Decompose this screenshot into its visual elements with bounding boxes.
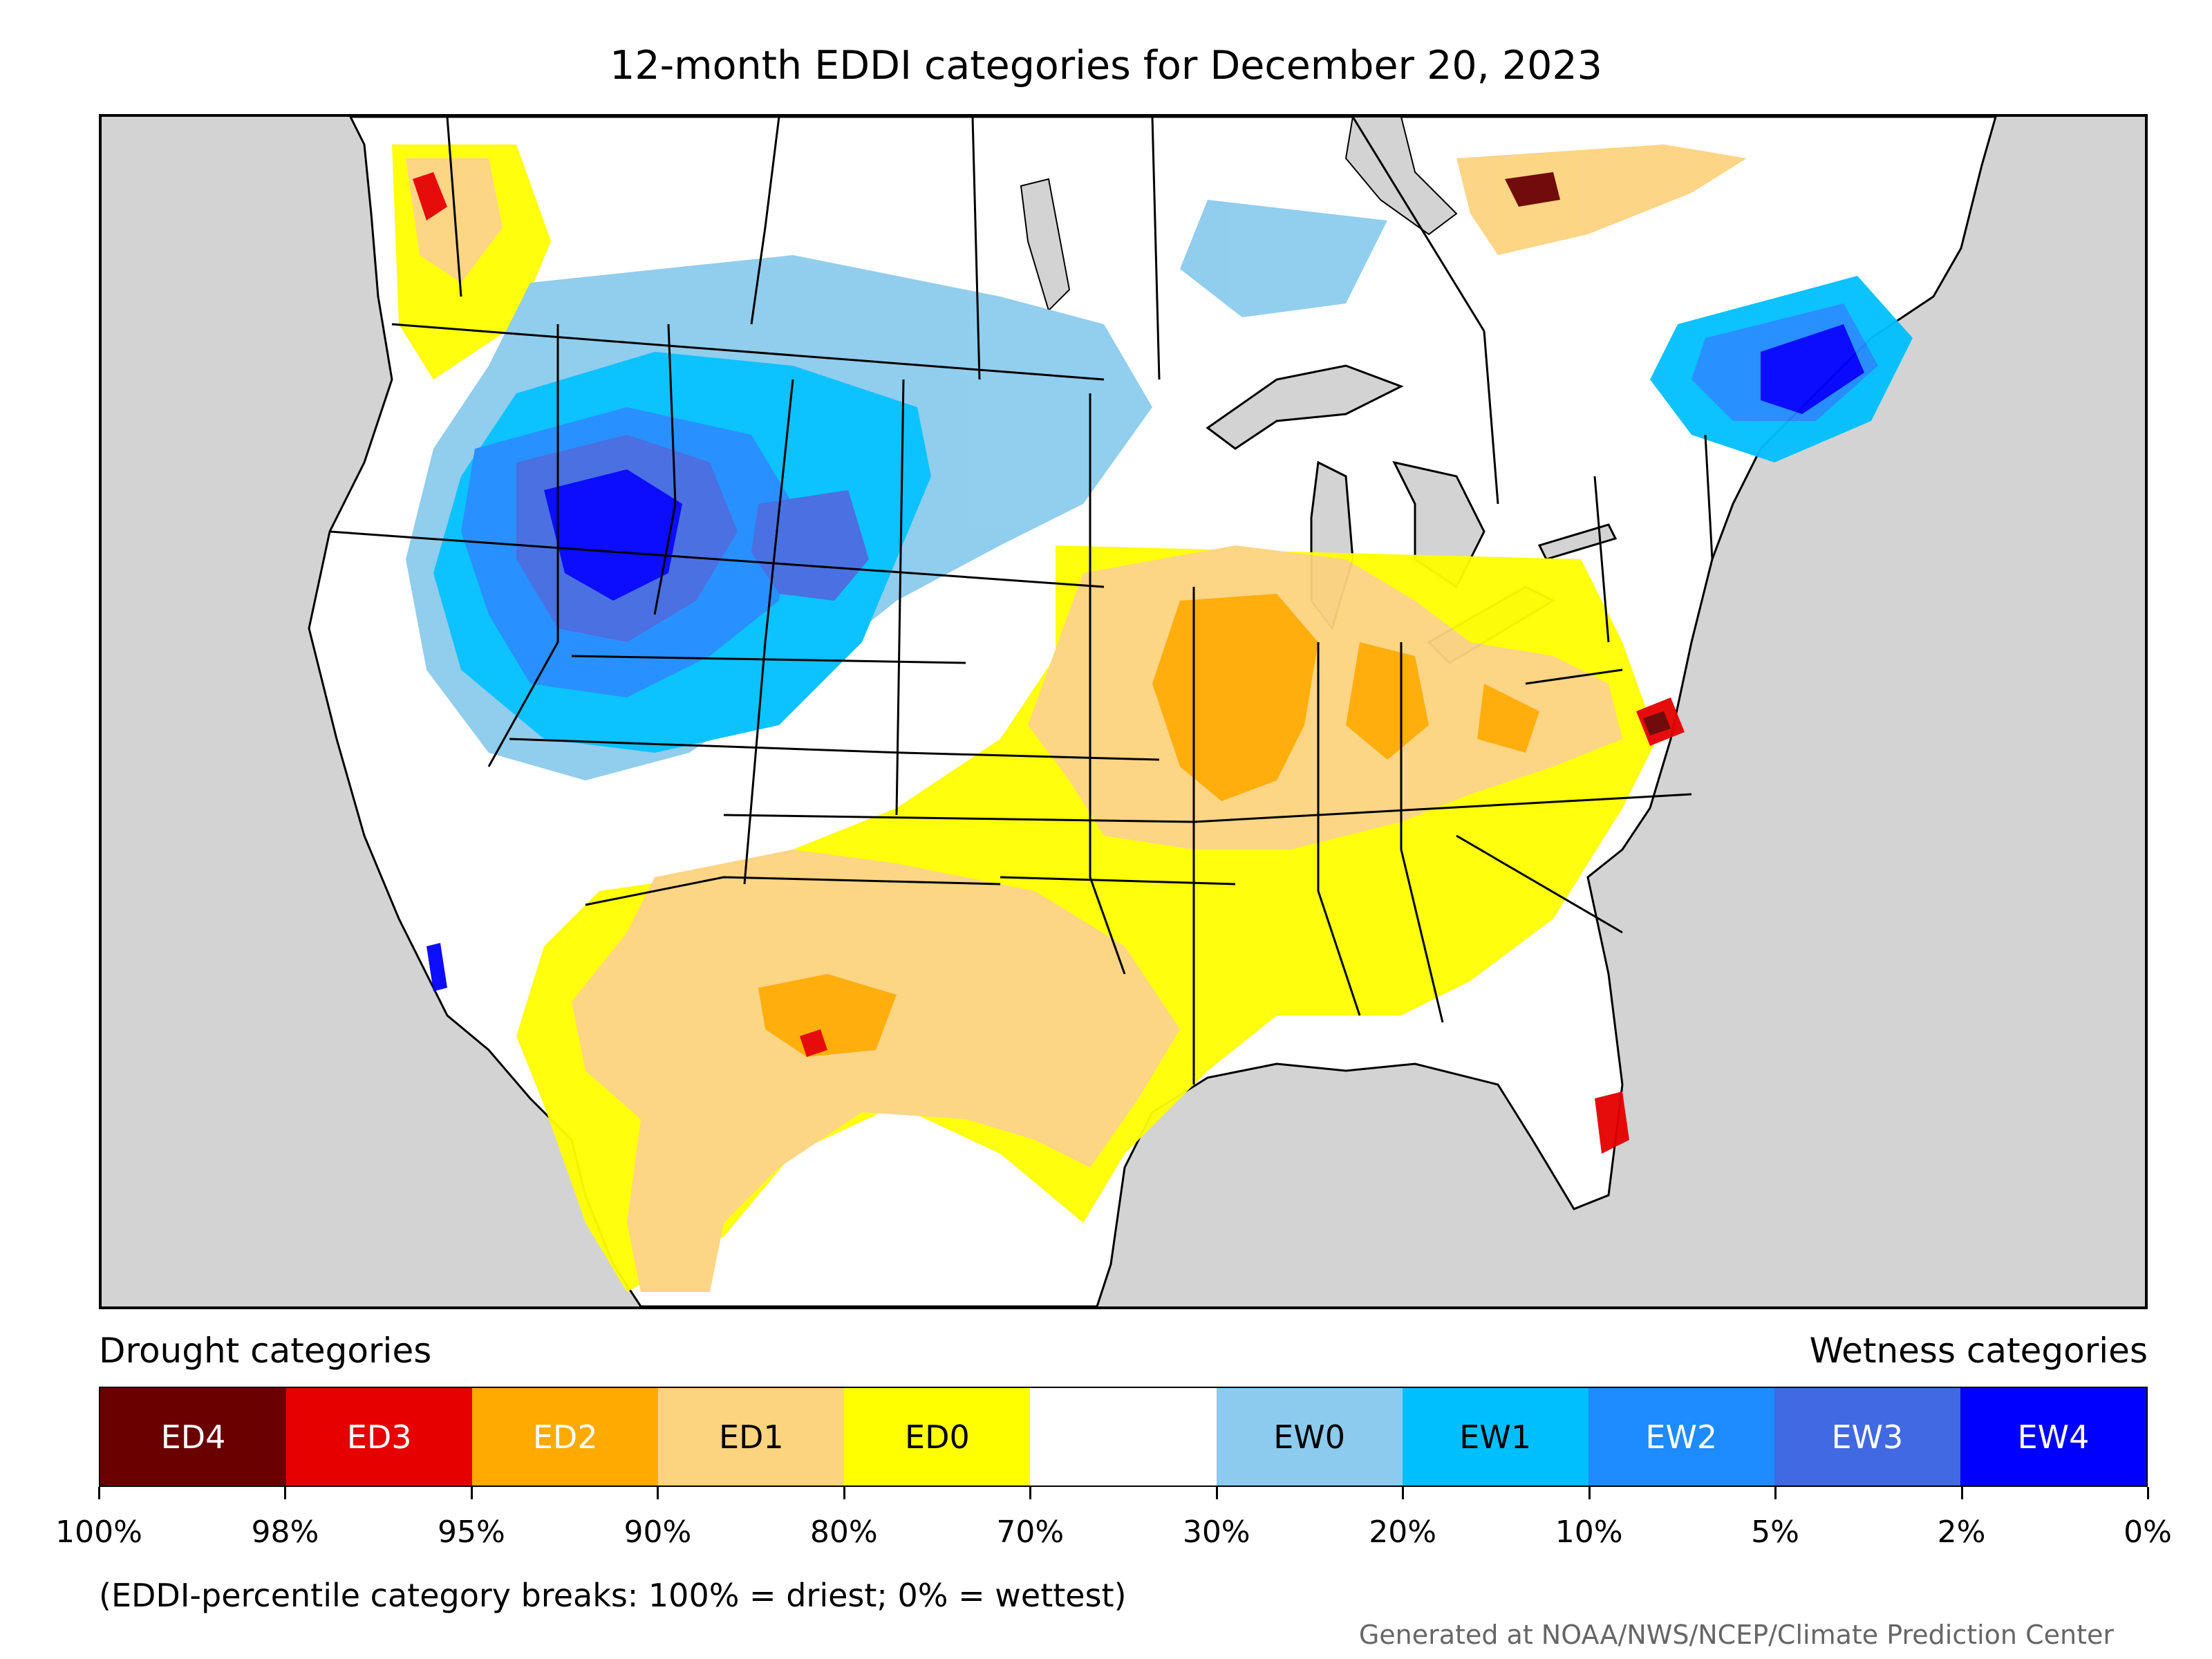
tick-label: 5% bbox=[1751, 1515, 1799, 1550]
legend-segment: EW0 bbox=[1216, 1388, 1403, 1485]
tick-label: 80% bbox=[809, 1515, 878, 1550]
legend-segment: EW4 bbox=[1960, 1388, 2147, 1485]
tick-label: 20% bbox=[1369, 1515, 1437, 1550]
legend-segment: ED1 bbox=[658, 1388, 845, 1485]
category-colorbar: ED4 ED3 ED2 ED1 ED0 EW0 EW1 EW2 EW3 EW4 bbox=[99, 1387, 2148, 1487]
lake-superior bbox=[1206, 364, 1404, 450]
tick-label: 98% bbox=[251, 1515, 319, 1550]
hudson-bay-edge bbox=[1344, 117, 1458, 236]
tick-label: 2% bbox=[1937, 1515, 1986, 1550]
tick-label: 0% bbox=[2124, 1515, 2172, 1550]
colorbar-tick-labels: 100% 98% 95% 90% 80% 70% 30% 20% 10% 5% 2% 0% bbox=[55, 1515, 2172, 1556]
tick-label: 95% bbox=[438, 1515, 505, 1550]
tick-label: 100% bbox=[55, 1515, 142, 1550]
tick-mark bbox=[470, 1487, 473, 1499]
wetness-categories-heading: Wetness categories bbox=[1809, 1331, 2148, 1371]
drought-categories-heading: Drought categories bbox=[99, 1331, 432, 1371]
tick-mark bbox=[843, 1487, 845, 1499]
tick-mark bbox=[2147, 1487, 2149, 1499]
tick-mark bbox=[1960, 1487, 1963, 1499]
tick-mark bbox=[1588, 1487, 1591, 1499]
tick-mark bbox=[657, 1487, 659, 1499]
lake-winnipeg bbox=[1020, 178, 1071, 312]
eddi-map bbox=[99, 114, 2148, 1309]
legend-segment: EW3 bbox=[1774, 1388, 1960, 1485]
lake-ontario bbox=[1537, 523, 1618, 561]
colorbar-ticks bbox=[98, 1487, 2149, 1501]
legend-segment: ED3 bbox=[286, 1388, 473, 1485]
tick-mark bbox=[284, 1487, 287, 1499]
legend-segment: ED0 bbox=[844, 1388, 1031, 1485]
category-breaks-note: (EDDI-percentile category breaks: 100% =… bbox=[99, 1577, 1127, 1614]
tick-mark bbox=[1215, 1487, 1218, 1499]
tick-label: 70% bbox=[996, 1515, 1065, 1550]
legend-segment: EW2 bbox=[1588, 1388, 1774, 1485]
credit-text: Generated at NOAA/NWS/NCEP/Climate Predi… bbox=[1358, 1620, 2114, 1650]
tick-label: 10% bbox=[1555, 1515, 1623, 1550]
legend-segment: ED4 bbox=[100, 1388, 287, 1485]
tick-mark bbox=[1402, 1487, 1405, 1499]
legend-segment bbox=[1030, 1388, 1217, 1485]
tick-label: 30% bbox=[1182, 1515, 1250, 1550]
legend-segment: EW1 bbox=[1402, 1388, 1588, 1485]
tick-mark bbox=[1774, 1487, 1777, 1499]
map-title: 12-month EDDI categories for December 20… bbox=[610, 43, 1602, 88]
tick-mark bbox=[98, 1487, 100, 1499]
tick-mark bbox=[1029, 1487, 1032, 1499]
state-boundaries bbox=[329, 117, 1714, 1085]
tick-label: 90% bbox=[624, 1515, 692, 1550]
legend-segment: ED2 bbox=[472, 1388, 659, 1485]
map-canvas bbox=[308, 117, 1997, 1306]
